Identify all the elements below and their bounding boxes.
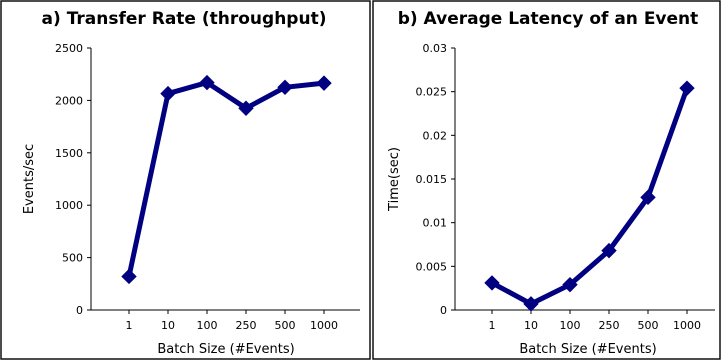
panel-a-y-ticks: 0 500 1000 1500 2000 2500 [55, 42, 91, 317]
panel-a-x-tick-label: 1000 [310, 319, 338, 332]
panel-b-data-points [484, 80, 695, 312]
panel-a-y-tick-label: 500 [62, 252, 83, 265]
panel-b-x-axis-label: Batch Size (#Events) [519, 342, 656, 357]
panel-b-x-tick-label: 100 [560, 319, 581, 332]
panel-b-x-tick-label: 1000 [673, 319, 701, 332]
panel-a-y-tick-label: 1000 [55, 199, 83, 212]
panel-b-y-tick-label: 0 [440, 304, 447, 317]
panel-a-throughput-chart: a) Transfer Rate (throughput) 0500100015… [22, 9, 360, 357]
panel-a-y-tick-label: 0 [76, 304, 83, 317]
panel-b-data-point-500 [640, 189, 656, 206]
panel-b-series-line [489, 85, 690, 307]
panel-b-frame [372, 0, 721, 360]
panel-b-y-axis-label: Time(sec) [387, 147, 402, 212]
panel-b-y-ticks: 0 0.005 0.01 0.015 0.02 0.025 0.03 [416, 42, 455, 317]
panel-b-y-tick-label: 0.01 [423, 217, 448, 230]
panel-b-data-point-100 [562, 276, 578, 293]
panel-a-data-point-250 [238, 100, 254, 116]
panel-a-series-line [126, 80, 327, 279]
panel-a-data-point-10 [160, 85, 176, 102]
panel-a-x-tick-label: 1 [126, 319, 133, 332]
panel-b-data-point-1000 [679, 80, 695, 96]
panel-a-title: a) Transfer Rate (throughput) [42, 9, 327, 29]
panel-a-y-tick-label: 1500 [55, 147, 83, 160]
panel-b-data-point-1 [484, 275, 500, 291]
panel-b-data-point-250 [601, 242, 617, 259]
panel-a-data-points [121, 74, 332, 285]
panel-a-y-tick-label: 2000 [55, 94, 83, 107]
panel-a-data-point-1 [121, 268, 137, 285]
panel-b-latency-chart: b) Average Latency of an Event 0 0.005 0.0… [387, 9, 715, 357]
panel-b-y-tick-label: 0.02 [423, 129, 448, 142]
panel-a-x-tick-label: 250 [236, 319, 257, 332]
panel-a-data-point-500 [277, 79, 293, 96]
panel-a-frame [0, 0, 371, 360]
panel-a-x-tick-label: 10 [161, 319, 175, 332]
panel-a-y-axis-label: Events/sec [22, 144, 37, 214]
panel-a-x-tick-label: 100 [197, 319, 218, 332]
panel-b-x-ticks: 1 10 100 250 500 1000 [489, 310, 701, 332]
panel-b-x-tick-label: 250 [599, 319, 620, 332]
panel-a-x-tick-label: 500 [275, 319, 296, 332]
panel-a-data-point-100 [199, 74, 215, 91]
panel-b-title: b) Average Latency of an Event [398, 9, 699, 29]
panel-b-x-tick-label: 1 [489, 319, 496, 332]
panel-b-y-tick-label: 0.015 [416, 173, 448, 186]
panel-b-y-tick-label: 0.03 [423, 42, 448, 55]
panel-b-x-tick-label: 10 [524, 319, 538, 332]
panel-a-x-ticks: 1 10 100 250 500 1000 [126, 310, 338, 332]
panel-b-x-tick-label: 500 [638, 319, 659, 332]
panel-b-y-tick-label: 0.005 [416, 260, 448, 273]
panel-b-data-point-10 [523, 296, 539, 312]
panel-b-y-tick-label: 0.025 [416, 86, 448, 99]
panel-a-data-point-1000 [316, 75, 332, 91]
panel-a-x-axis-label: Batch Size (#Events) [157, 342, 294, 357]
panel-a-y-tick-label: 2500 [55, 42, 83, 55]
